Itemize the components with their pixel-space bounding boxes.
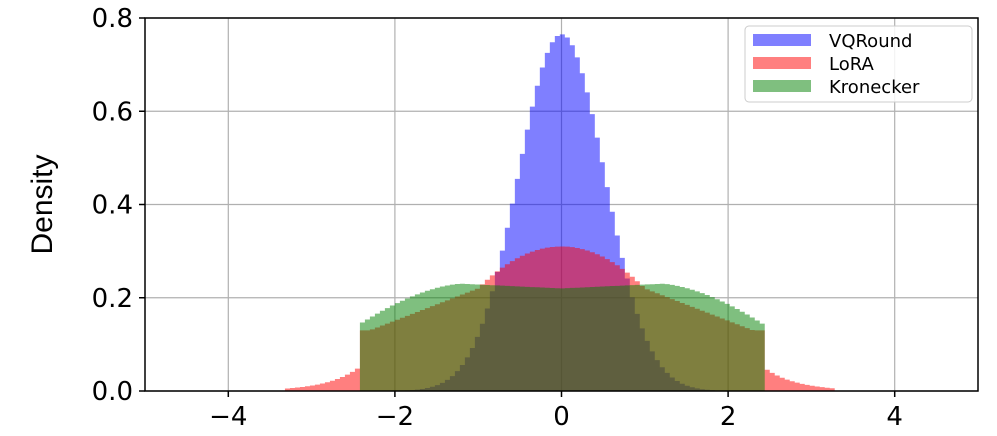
legend-swatch-vqround [753,34,811,46]
series-kronecker-bars [359,283,765,391]
x-tick-label: 0 [553,402,570,432]
y-tick-label: 0.2 [92,284,133,314]
y-tick-label: 0.0 [92,377,133,407]
series-vqround-bars [404,34,720,391]
series-kronecker-path [359,283,765,391]
y-tick-label: 0.4 [92,191,133,221]
y-axis-label: Density [26,154,59,254]
x-tick-label: 4 [886,402,903,432]
x-tick-label: −2 [376,402,414,432]
legend-label-lora: LoRA [829,54,875,75]
legend-swatch-lora [753,57,811,69]
legend-swatch-kronecker [753,80,811,92]
series-vqround-path [404,34,720,391]
x-tick-label: −4 [209,402,247,432]
y-tick-label: 0.8 [92,4,133,34]
legend-label-kronecker: Kronecker [829,77,920,98]
histogram-bars [284,34,835,391]
x-tick-label: 2 [720,402,737,432]
y-tick-label: 0.6 [92,97,133,127]
legend-label-vqround: VQRound [829,31,912,52]
axis-ticks: −4 −2 0 2 4 0.0 0.2 0.4 0.6 0.8 [92,4,903,432]
